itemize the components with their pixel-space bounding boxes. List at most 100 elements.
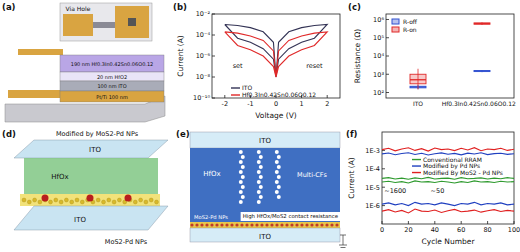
- x-axis-title: Cycle Number: [421, 237, 475, 246]
- x-tick-label: 2: [325, 100, 329, 108]
- filament-vacancy: [257, 170, 261, 174]
- nanoparticle: [96, 198, 100, 202]
- layer-label: HfOx: [203, 170, 220, 178]
- y-tick-label: 1E-6: [365, 202, 380, 210]
- via-label: Via Hole: [66, 5, 91, 12]
- series-line-off: [382, 202, 514, 205]
- panel-letter: (d): [2, 129, 16, 139]
- plot-area: [410, 22, 490, 89]
- filament-vacancy: [241, 185, 245, 189]
- nanoparticle: [295, 223, 298, 226]
- x-tick-label: 60: [457, 226, 465, 234]
- filament-vacancy: [259, 185, 263, 189]
- series-line: [382, 177, 514, 179]
- y-axis-title: Resistance (Ω): [353, 29, 362, 83]
- np-layer: [190, 222, 340, 228]
- nanoparticle: [305, 223, 308, 226]
- y-tick: [212, 77, 215, 78]
- y-tick-label: 10⁵: [373, 34, 384, 42]
- nanoparticle: [285, 223, 288, 226]
- nanoparticle: [245, 223, 248, 226]
- series-line: [382, 148, 514, 151]
- y-tick-label: 10⁻¹⁰: [193, 94, 210, 102]
- nanoparticle: [275, 223, 278, 226]
- x-tick: [514, 221, 515, 224]
- y-tick: [386, 74, 389, 75]
- x-tick: [434, 221, 435, 224]
- median: [474, 23, 490, 24]
- filament-vacancy: [277, 195, 281, 199]
- layer-label: ITO: [89, 146, 101, 154]
- layer-label: 100 nm ITO: [97, 83, 126, 89]
- layer-label: 190 nm Hf0.3In0.42Sn0.06O0.12: [71, 61, 154, 67]
- nanoparticle: [27, 200, 31, 204]
- nanoparticle: [330, 223, 333, 226]
- nanoparticle: [190, 223, 193, 226]
- filament-vacancy: [257, 160, 261, 164]
- filament-vacancy: [259, 165, 263, 169]
- layer: [60, 55, 164, 72]
- filament-vacancy: [241, 155, 245, 159]
- box: [474, 71, 490, 72]
- x-tick: [224, 95, 225, 98]
- median: [474, 70, 490, 71]
- panel-letter: (f): [346, 129, 358, 139]
- pad: [63, 14, 93, 36]
- diagram-title: Modified by MoS2-Pd NPs: [56, 130, 139, 138]
- annotation: ~1600: [384, 187, 406, 195]
- nanoparticle: [235, 223, 238, 226]
- filament-vacancy: [257, 200, 261, 204]
- filament-vacancy: [277, 165, 281, 169]
- y-tick: [212, 98, 215, 99]
- nanoparticle: [270, 223, 273, 226]
- layer-label: ITO: [259, 233, 271, 241]
- nanoparticle: [250, 223, 253, 226]
- filament-vacancy: [257, 180, 261, 184]
- y-tick: [212, 14, 215, 15]
- y-tick-label: 1E-3: [365, 147, 380, 155]
- y-tick: [386, 37, 389, 38]
- panel-letter: (e): [176, 129, 190, 139]
- layer: [60, 91, 164, 102]
- filament-vacancy: [239, 190, 243, 194]
- box: [410, 74, 426, 84]
- x-tick: [327, 95, 328, 98]
- nanoparticle: [59, 200, 63, 204]
- layer-label: ITO: [259, 137, 271, 145]
- hfox-layer: [24, 158, 158, 194]
- nanoparticle: [80, 200, 84, 204]
- nanoparticle: [139, 198, 143, 202]
- filament-vacancy: [239, 180, 243, 184]
- np-label: MoS2-Pd NPs: [194, 214, 228, 220]
- legend-label: R-off: [403, 18, 418, 25]
- x-tick-label: 100: [508, 226, 520, 234]
- nanoparticle: [265, 223, 268, 226]
- legend-swatch: [231, 94, 240, 95]
- nanoparticle: [315, 223, 318, 226]
- filament-vacancy: [241, 175, 245, 179]
- nanoparticle: [200, 223, 203, 226]
- panel-letter: (c): [348, 2, 361, 12]
- legend-swatch: [392, 19, 399, 24]
- nanoparticle: [117, 198, 121, 202]
- filament-vacancy: [275, 180, 279, 184]
- nanoparticle: [22, 198, 26, 202]
- nanoparticle: [225, 223, 228, 226]
- x-tick-label: -2: [222, 100, 228, 108]
- legend-swatch: [392, 27, 399, 32]
- ground: [339, 235, 347, 248]
- layer: [60, 81, 164, 91]
- hfox-layer: [190, 148, 340, 222]
- y-tick-label: 10⁻⁸: [196, 73, 211, 81]
- series-line: [382, 153, 514, 155]
- legend-swatch: [412, 165, 421, 166]
- x-tick-label: 1: [300, 100, 304, 108]
- nanoparticle: [195, 223, 198, 226]
- pd-particle: [125, 195, 132, 202]
- annotation: set: [233, 62, 243, 70]
- series-line: [225, 25, 327, 78]
- y-tick-label: 10³: [373, 71, 384, 79]
- x-tick-label: 40: [431, 226, 439, 234]
- y-tick: [386, 19, 389, 20]
- nanoparticle: [64, 198, 68, 202]
